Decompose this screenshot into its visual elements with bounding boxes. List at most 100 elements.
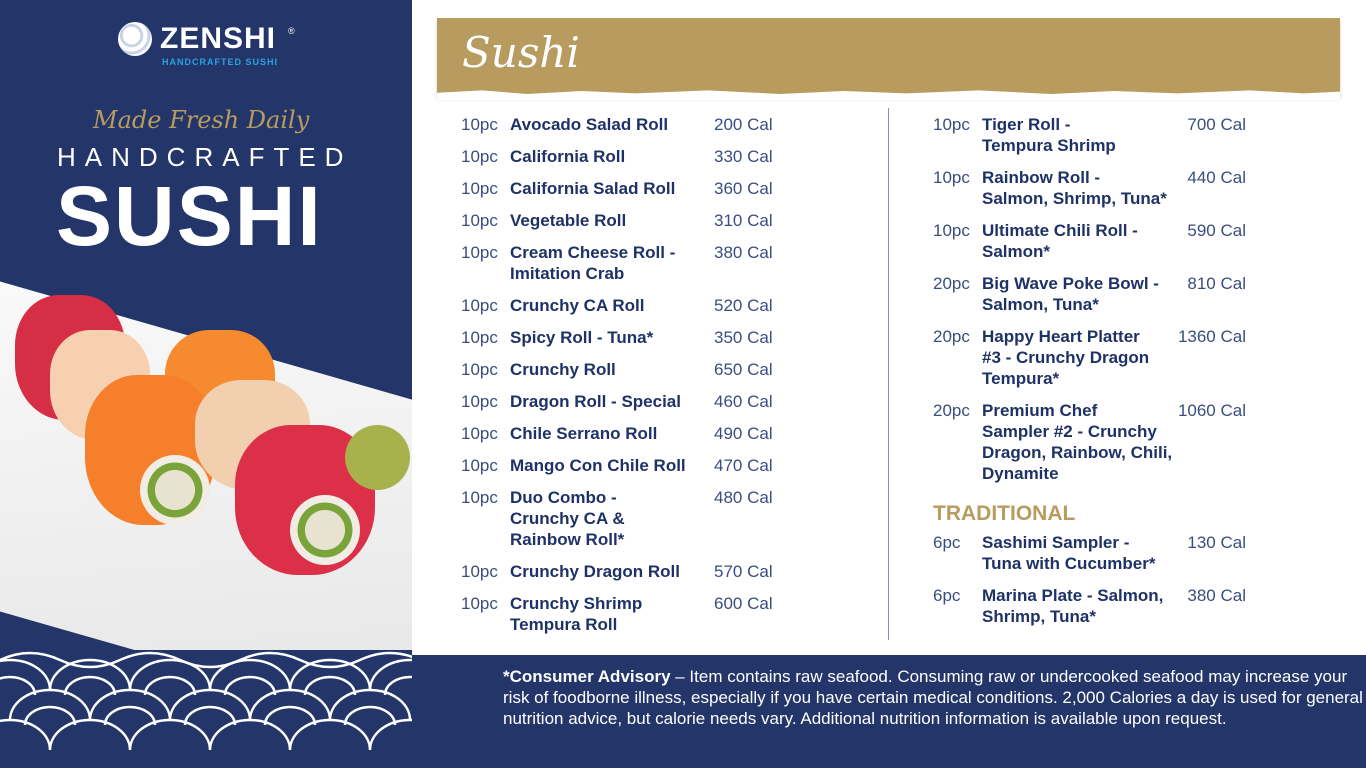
- promo-panel: ZENSHI ® HANDCRAFTED SUSHI Made Fresh Da…: [0, 0, 412, 768]
- menu-item: 20pc Big Wave Poke Bowl - Salmon, Tuna* 81…: [933, 273, 1246, 315]
- wave-logo-icon: [118, 22, 152, 56]
- item-calories: 330 Cal: [714, 147, 773, 166]
- menu-item: 10pc Chile Serrano Roll 490 Cal: [461, 423, 773, 444]
- menu-item: 10pc Mango Con Chile Roll 470 Cal: [461, 455, 773, 476]
- menu-item: 10pc Vegetable Roll 310 Cal: [461, 210, 773, 231]
- item-quantity: 10pc: [461, 456, 498, 475]
- brand-name: ZENSHI: [160, 22, 277, 55]
- item-name: Marina Plate - Salmon, Shrimp, Tuna*: [982, 586, 1164, 626]
- item-quantity: 20pc: [933, 327, 970, 346]
- item-calories: 810 Cal: [1187, 274, 1246, 293]
- item-quantity: 10pc: [461, 562, 498, 581]
- menu-item: 10pc Crunchy Dragon Roll 570 Cal: [461, 561, 773, 582]
- hero-line1: HANDCRAFTED: [57, 142, 353, 172]
- item-quantity: 10pc: [461, 392, 498, 411]
- item-calories: 1360 Cal: [1177, 327, 1246, 346]
- wave-pattern: [0, 650, 412, 768]
- item-quantity: 20pc: [933, 401, 970, 420]
- menu-item: 10pc Cream Cheese Roll - Imitation Crab 38…: [461, 242, 773, 284]
- menu-item: 6pc Sashimi Sampler - Tuna with Cucumber*…: [933, 532, 1246, 574]
- item-calories: 570 Cal: [714, 562, 773, 581]
- menu-item: 10pc California Roll 330 Cal: [461, 146, 773, 167]
- item-quantity: 10pc: [933, 168, 970, 187]
- item-calories: 1060 Cal: [1177, 401, 1246, 420]
- traditional-heading: TRADITIONAL: [933, 502, 1076, 525]
- item-calories: 470 Cal: [714, 456, 773, 475]
- advisory-text: – Item contains raw seafood. Consuming r…: [503, 667, 1363, 728]
- item-quantity: 10pc: [461, 328, 498, 347]
- item-name: Tiger Roll - Tempura Shrimp: [982, 115, 1116, 155]
- item-calories: 520 Cal: [714, 296, 773, 315]
- item-name: Sashimi Sampler - Tuna with Cucumber*: [982, 533, 1156, 573]
- item-calories: 130 Cal: [1187, 533, 1246, 552]
- brand-tagline: HANDCRAFTED SUSHI: [162, 57, 278, 67]
- menu-item: 10pc Crunchy Shrimp Tempura Roll 600 Cal: [461, 593, 773, 635]
- item-quantity: 10pc: [461, 179, 498, 198]
- item-name: Cream Cheese Roll - Imitation Crab: [510, 243, 676, 283]
- item-name: Duo Combo - Crunchy CA & Rainbow Roll*: [510, 488, 625, 549]
- item-name: Avocado Salad Roll: [510, 115, 669, 134]
- item-quantity: 10pc: [461, 211, 498, 230]
- item-calories: 440 Cal: [1187, 168, 1246, 187]
- item-quantity: 10pc: [461, 115, 498, 134]
- item-name: California Salad Roll: [510, 179, 676, 198]
- item-name: Happy Heart Platter #3 - Crunchy Dragon …: [982, 327, 1150, 388]
- menu-item: 10pc Duo Combo - Crunchy CA & Rainbow Rol…: [461, 487, 773, 550]
- item-quantity: 10pc: [933, 115, 970, 134]
- item-quantity: 10pc: [461, 424, 498, 443]
- item-calories: 310 Cal: [714, 211, 773, 230]
- item-calories: 700 Cal: [1187, 115, 1246, 134]
- item-name: Ultimate Chili Roll - Salmon*: [982, 221, 1138, 261]
- registered-mark: ®: [288, 26, 295, 36]
- item-calories: 460 Cal: [714, 392, 773, 411]
- item-quantity: 10pc: [461, 243, 498, 262]
- item-name: Spicy Roll - Tuna*: [510, 328, 654, 347]
- menu-item: 10pc Dragon Roll - Special 460 Cal: [461, 391, 773, 412]
- item-name: Big Wave Poke Bowl - Salmon, Tuna*: [982, 274, 1159, 314]
- column-divider: [888, 108, 889, 640]
- item-name: Mango Con Chile Roll: [510, 456, 686, 475]
- hero-line2: SUSHI: [56, 169, 323, 263]
- item-calories: 350 Cal: [714, 328, 773, 347]
- section-title: Sushi: [462, 28, 580, 77]
- menu-column-left: 10pc Avocado Salad Roll 200 Cal 10pc Califor…: [461, 114, 773, 646]
- item-name: California Roll: [510, 147, 626, 166]
- menu-item: 10pc California Salad Roll 360 Cal: [461, 178, 773, 199]
- advisory-label: *Consumer Advisory: [503, 667, 671, 686]
- item-quantity: 10pc: [933, 221, 970, 240]
- item-name: Crunchy Dragon Roll: [510, 562, 681, 581]
- item-calories: 490 Cal: [714, 424, 773, 443]
- item-quantity: 20pc: [933, 274, 970, 293]
- item-name: Dragon Roll - Special: [510, 392, 681, 411]
- item-calories: 480 Cal: [714, 488, 773, 507]
- menu-item: 20pc Happy Heart Platter #3 - Crunchy Dra…: [933, 326, 1246, 389]
- torn-edge: [437, 90, 1340, 100]
- item-name: Vegetable Roll: [510, 211, 627, 230]
- hero-script: Made Fresh Daily: [93, 106, 310, 134]
- item-calories: 590 Cal: [1187, 221, 1246, 240]
- item-quantity: 10pc: [461, 594, 498, 613]
- item-quantity: 10pc: [461, 360, 498, 379]
- item-name: Crunchy Shrimp Tempura Roll: [510, 594, 643, 634]
- consumer-advisory: *Consumer Advisory – Item contains raw s…: [412, 655, 1366, 768]
- item-name: Premium Chef Sampler #2 - Crunchy Dragon…: [982, 401, 1173, 483]
- item-name: Chile Serrano Roll: [510, 424, 658, 443]
- item-quantity: 10pc: [461, 488, 498, 507]
- section-banner: [437, 18, 1340, 96]
- item-name: Rainbow Roll - Salmon, Shrimp, Tuna*: [982, 168, 1167, 208]
- menu-item: 10pc Ultimate Chili Roll - Salmon* 590 Cal: [933, 220, 1246, 262]
- menu-item: 10pc Avocado Salad Roll 200 Cal: [461, 114, 773, 135]
- menu-item: 20pc Premium Chef Sampler #2 - Crunchy Dr…: [933, 400, 1246, 484]
- item-calories: 360 Cal: [714, 179, 773, 198]
- item-name: Crunchy CA Roll: [510, 296, 645, 315]
- menu-item: 10pc Crunchy CA Roll 520 Cal: [461, 295, 773, 316]
- menu-item: 10pc Rainbow Roll - Salmon, Shrimp, Tuna*…: [933, 167, 1246, 209]
- item-calories: 380 Cal: [714, 243, 773, 262]
- item-calories: 200 Cal: [714, 115, 773, 134]
- menu-column-right: 10pc Tiger Roll - Tempura Shrimp 700 Cal 10…: [933, 114, 1246, 638]
- menu-item: 6pc Marina Plate - Salmon, Shrimp, Tuna* 3…: [933, 585, 1246, 627]
- item-quantity: 10pc: [461, 296, 498, 315]
- item-name: Crunchy Roll: [510, 360, 616, 379]
- item-quantity: 6pc: [933, 586, 961, 605]
- item-calories: 600 Cal: [714, 594, 773, 613]
